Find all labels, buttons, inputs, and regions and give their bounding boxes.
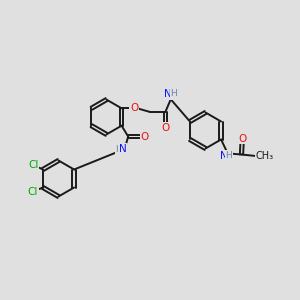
Text: Cl: Cl — [28, 187, 38, 197]
Text: O: O — [161, 123, 170, 133]
Text: H: H — [170, 89, 177, 98]
Text: N: N — [164, 89, 172, 99]
Text: CH₃: CH₃ — [256, 151, 274, 161]
Text: N: N — [220, 151, 227, 161]
Text: H: H — [115, 145, 122, 154]
Text: Cl: Cl — [28, 160, 38, 170]
Text: N: N — [119, 144, 127, 154]
Text: O: O — [238, 134, 246, 144]
Text: O: O — [140, 131, 149, 142]
Text: O: O — [130, 103, 138, 113]
Text: H: H — [226, 151, 232, 160]
